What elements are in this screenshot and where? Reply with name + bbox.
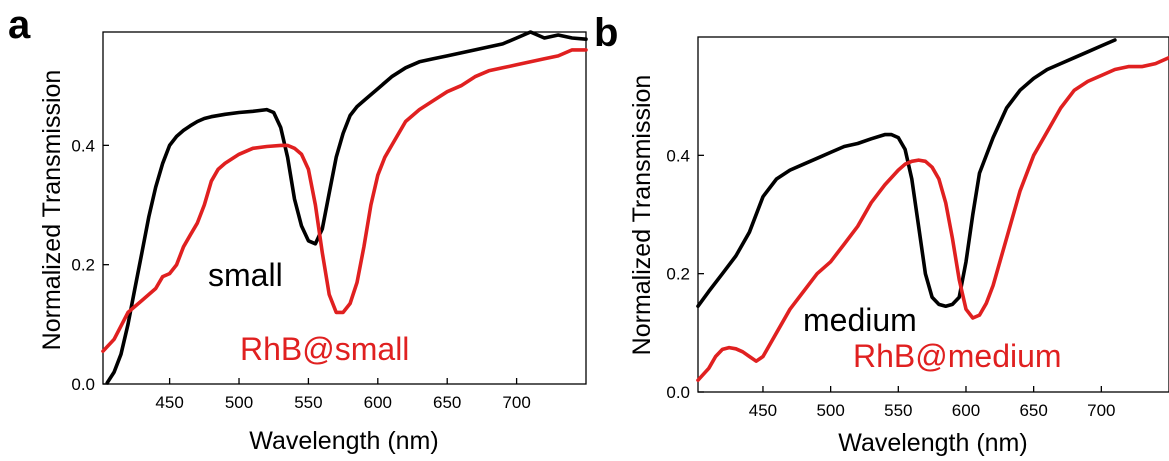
panel-b-x-tick-label: 450 bbox=[749, 401, 777, 420]
panel-b-series-rhb-medium bbox=[696, 55, 1169, 383]
panel-b: b 450 500 550 600 650 700 0.0 0.2 0.4 Wavelengt… bbox=[594, 11, 1169, 457]
panel-b-x-ticks: 450 500 550 600 650 700 bbox=[749, 386, 1116, 420]
panel-a-x-tick-label: 500 bbox=[225, 393, 253, 412]
panel-a-series bbox=[101, 30, 588, 385]
panel-a-series-rhb-small bbox=[101, 48, 588, 354]
panel-b-series-medium bbox=[696, 38, 1117, 309]
panel-b-plot-frame bbox=[697, 36, 1169, 393]
panel-a-annotation-small: small bbox=[208, 257, 283, 293]
panel-b-x-axis-label: Wavelength (nm) bbox=[838, 429, 1027, 457]
panel-a-x-tick-label: 700 bbox=[502, 393, 530, 412]
panel-a-x-tick-label: 650 bbox=[433, 393, 461, 412]
panel-a-y-tick-label: 0.4 bbox=[71, 136, 95, 155]
panel-a-x-tick-label: 550 bbox=[294, 393, 322, 412]
panel-a-y-tick-label: 0.2 bbox=[71, 256, 95, 275]
panel-a-x-axis-label: Wavelength (nm) bbox=[249, 427, 438, 455]
panel-b-x-tick-label: 650 bbox=[1019, 401, 1047, 420]
panel-b-x-tick-label: 700 bbox=[1087, 401, 1115, 420]
panel-a-y-axis-label: Normalized Transmission bbox=[38, 70, 66, 351]
panel-b-annotation-rhb-medium: RhB@medium bbox=[853, 338, 1062, 374]
panel-b-series bbox=[696, 38, 1169, 383]
panel-b-annotation-medium: medium bbox=[803, 302, 917, 338]
panel-b-y-tick-label: 0.0 bbox=[666, 383, 690, 402]
panel-b-x-tick-label: 550 bbox=[884, 401, 912, 420]
panel-a-y-tick-label: 0.0 bbox=[71, 375, 95, 394]
panel-b-x-tick-label: 500 bbox=[816, 401, 844, 420]
panel-a-x-ticks: 450 500 550 600 650 700 bbox=[155, 378, 531, 412]
panel-a-x-tick-label: 600 bbox=[364, 393, 392, 412]
panel-a-y-ticks: 0.0 0.2 0.4 bbox=[71, 136, 109, 394]
panel-b-letter: b bbox=[594, 11, 618, 55]
panel-a-x-tick-label: 450 bbox=[155, 393, 183, 412]
panel-b-y-axis-label: Normalized Transmission bbox=[628, 75, 656, 356]
panel-a-series-small bbox=[105, 30, 588, 385]
panel-a-plot-frame bbox=[102, 31, 587, 385]
panel-b-y-tick-label: 0.4 bbox=[666, 146, 690, 165]
panel-b-y-tick-label: 0.2 bbox=[666, 265, 690, 284]
panel-a-letter: a bbox=[8, 3, 31, 47]
panel-a-annotation-rhb-small: RhB@small bbox=[240, 331, 409, 367]
panel-b-y-ticks: 0.0 0.2 0.4 bbox=[666, 146, 704, 402]
panel-b-x-tick-label: 600 bbox=[952, 401, 980, 420]
panel-a: a 450 500 550 600 650 700 0.0 0.2 0.4 Wavelengt… bbox=[8, 3, 588, 455]
